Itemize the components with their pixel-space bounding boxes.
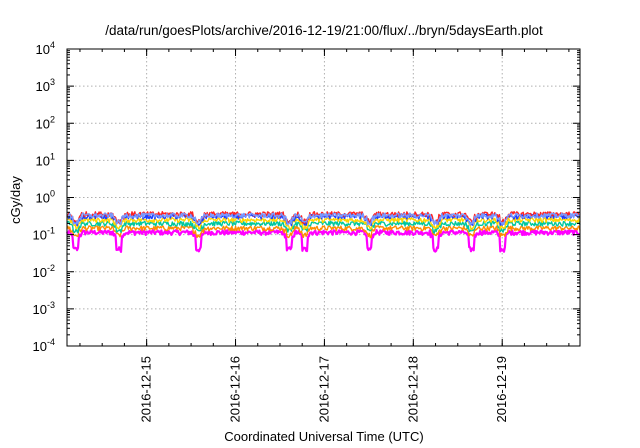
- x-axis-label: Coordinated Universal Time (UTC): [224, 429, 423, 444]
- x-tick-label: 2016-12-15: [139, 356, 154, 423]
- x-tick-label: 2016-12-18: [405, 356, 420, 423]
- y-tick-label: 101: [36, 151, 55, 168]
- x-tick-label: 2016-12-17: [316, 356, 331, 423]
- chart-title: /data/run/goesPlots/archive/2016-12-19/2…: [105, 23, 543, 38]
- y-tick-label: 10-1: [33, 226, 55, 243]
- x-tick-label: 2016-12-19: [494, 356, 509, 423]
- x-axis: 2016-12-15 2016-12-16 2016-12-17 2016-12-18…: [79, 49, 570, 423]
- y-axis-label: cGy/day: [8, 176, 23, 224]
- y-tick-label: 103: [36, 77, 55, 94]
- y-tick-label: 104: [36, 40, 55, 57]
- series-line: [66, 216, 581, 231]
- y-tick-label: 10-4: [33, 337, 55, 354]
- y-tick-label: 102: [36, 114, 55, 131]
- y-tick-label: 10-3: [33, 300, 55, 317]
- series-line: [66, 225, 581, 239]
- y-axis: 10-4 10-3 10-2 10-1 100 101 102 103 104: [33, 40, 580, 354]
- series-line: [67, 212, 581, 226]
- data-series: [66, 210, 581, 253]
- y-tick-label: 10-2: [33, 263, 55, 280]
- x-tick-label: 2016-12-16: [228, 356, 243, 423]
- y-tick-label: 100: [36, 189, 55, 206]
- series-line: [66, 229, 581, 253]
- grid-lines: [67, 49, 580, 346]
